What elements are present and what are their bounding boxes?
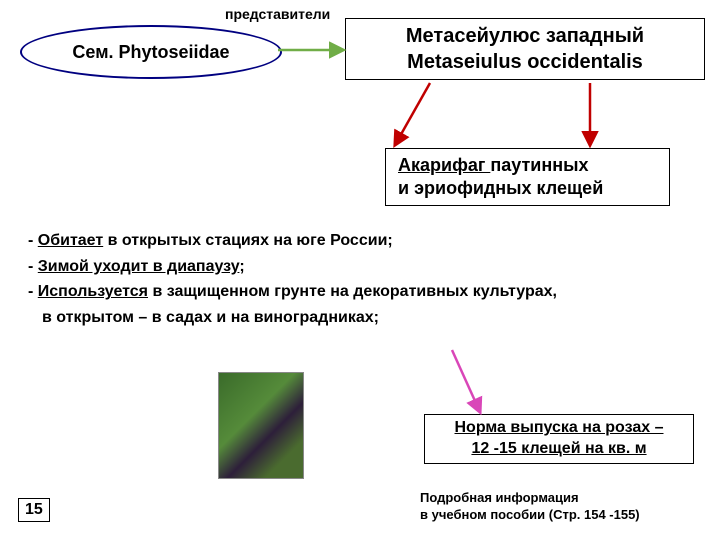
norm-line1: Норма выпуска на розах – [455, 419, 664, 436]
family-text: Сем. Phytoseiidae [72, 42, 229, 63]
info-line1: Подробная информация [420, 490, 579, 505]
vineyard-image [218, 372, 304, 479]
bullet-1: - Обитает в открытых стациях на юге Росс… [28, 228, 557, 254]
arrow-species-to-role-1 [395, 83, 430, 145]
norm-line2: 12 -15 клещей на кв. м [471, 440, 646, 457]
arrow-bullets-to-norm [452, 350, 480, 412]
bullet-3: - Используется в защищенном грунте на де… [28, 279, 557, 305]
norm-box: Норма выпуска на розах – 12 -15 клещей н… [424, 414, 694, 464]
header-label: представители [225, 6, 330, 22]
role-rest: паутинных [490, 155, 588, 175]
info-line2: в учебном пособии (Стр. 154 -155) [420, 507, 640, 522]
family-ellipse: Сем. Phytoseiidae [20, 25, 282, 79]
species-line1: Метасейулюс западный [406, 25, 644, 47]
species-box: Метасейулюс западный Metaseiulus occiden… [345, 18, 705, 80]
page-number: 15 [18, 498, 50, 522]
bullet-2: - Зимой уходит в диапаузу; [28, 254, 557, 280]
bullet-list: - Обитает в открытых стациях на юге Росс… [28, 228, 557, 330]
info-text: Подробная информация в учебном пособии (… [420, 490, 640, 524]
role-box: Акарифаг паутинных и эриофидных клещей [385, 148, 670, 206]
role-u: Акарифаг [398, 155, 490, 175]
role-line2: и эриофидных клещей [398, 178, 603, 198]
bullet-4: в открытом – в садах и на виноградниках; [28, 305, 557, 331]
species-line2: Metaseiulus occidentalis [407, 51, 643, 73]
